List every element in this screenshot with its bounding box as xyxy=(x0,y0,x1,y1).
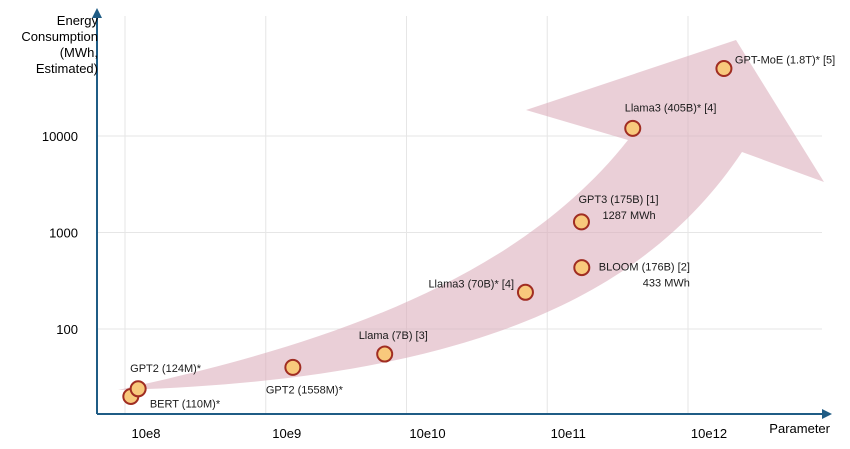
data-point-labels: BERT (110M)* GPT2 (124M)* GPT2 (1558M)* Lla… xyxy=(130,55,835,411)
data-point-label-line: Llama (7B) [3] xyxy=(359,330,428,342)
data-point-label-line: GPT2 (124M)* xyxy=(130,363,202,375)
data-point-label-line: GPT2 (1558M)* xyxy=(266,384,344,396)
data-points xyxy=(122,60,733,405)
data-point-label-5: BLOOM (176B) [2] 433 MWh xyxy=(599,262,690,290)
y-tick-label-1: 1000 xyxy=(49,226,78,241)
data-point-label-1: GPT2 (124M)* xyxy=(130,363,202,375)
data-point-label-line: Llama3 (405B)* [4] xyxy=(625,102,717,114)
y-tick-label-2: 10000 xyxy=(42,129,78,144)
data-point-2 xyxy=(284,358,302,376)
y-axis-title-line-0: Energy xyxy=(57,13,99,28)
y-tick-labels: 100 1000 10000 xyxy=(42,129,78,337)
growth-trend-arrow xyxy=(118,40,824,390)
data-point-1 xyxy=(129,380,147,398)
data-point-label-7: Llama3 (405B)* [4] xyxy=(625,102,717,114)
y-axis-arrowhead xyxy=(92,8,102,18)
data-point-label-8: GPT-MoE (1.8T)* [5] xyxy=(735,55,835,67)
axes xyxy=(92,8,832,419)
data-point-3 xyxy=(376,345,394,363)
x-tick-label-3: 10e11 xyxy=(551,426,586,441)
data-point-label-line: GPT-MoE (1.8T)* [5] xyxy=(735,55,835,67)
x-tick-labels: 10e8 10e9 10e10 10e11 10e12 xyxy=(132,426,728,441)
data-point-label-0: BERT (110M)* xyxy=(150,398,221,410)
y-tick-label-0: 100 xyxy=(56,322,78,337)
y-axis-title-line-2: (MWh, xyxy=(60,45,98,60)
y-axis-title-line-1: Consumption xyxy=(21,29,98,44)
x-tick-label-1: 10e9 xyxy=(272,426,301,441)
data-point-6 xyxy=(572,213,590,231)
y-axis-title: Energy Consumption (MWh, Estimated) xyxy=(21,13,98,76)
x-tick-label-2: 10e10 xyxy=(409,426,445,441)
x-axis-arrowhead xyxy=(822,409,832,419)
x-tick-label-4: 10e12 xyxy=(691,426,727,441)
data-point-label-3: Llama (7B) [3] xyxy=(359,330,428,342)
y-axis-title-line-3: Estimated) xyxy=(36,61,98,76)
data-point-8 xyxy=(715,60,733,78)
data-point-label-line: BLOOM (176B) [2] xyxy=(599,262,690,274)
data-point-label-line: 1287 MWh xyxy=(602,210,655,222)
data-point-label-6: GPT3 (175B) [1] 1287 MWh xyxy=(578,194,658,222)
data-point-label-4: Llama3 (70B)* [4] xyxy=(428,278,514,290)
data-point-7 xyxy=(624,119,642,137)
data-point-label-2: GPT2 (1558M)* xyxy=(266,384,344,396)
data-point-label-line: BERT (110M)* xyxy=(150,398,221,410)
data-point-label-line: Llama3 (70B)* [4] xyxy=(428,278,514,290)
data-point-label-line: GPT3 (175B) [1] xyxy=(578,194,658,206)
x-axis-title: Parameter xyxy=(769,421,830,436)
data-point-4 xyxy=(516,283,534,301)
x-tick-label-0: 10e8 xyxy=(132,426,161,441)
data-point-label-line: 433 MWh xyxy=(643,278,690,290)
data-point-5 xyxy=(573,259,591,277)
